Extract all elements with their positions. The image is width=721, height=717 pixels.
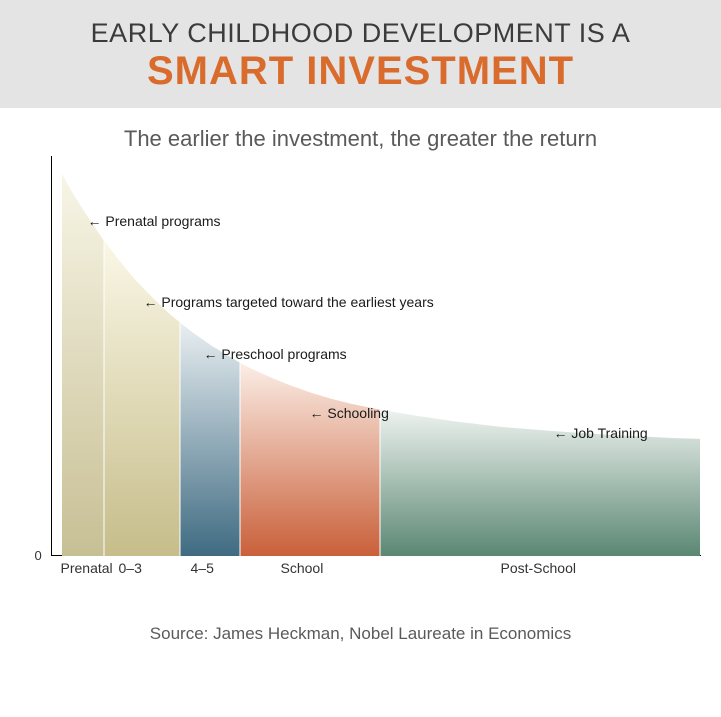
title-line2: SMART INVESTMENT <box>0 49 721 94</box>
annotation-schooling: ← Schooling <box>310 405 389 421</box>
subtitle: The earlier the investment, the greater … <box>0 108 721 156</box>
x-tick-label: School <box>281 560 324 576</box>
page: EARLY CHILDHOOD DEVELOPMENT IS A SMART I… <box>0 0 721 717</box>
segment-prenatal <box>62 174 104 556</box>
x-tick-label: Post-School <box>501 560 576 576</box>
annotation-preschool: ← Preschool programs <box>204 346 347 362</box>
annotation-earliest: ← Programs targeted toward the earliest … <box>144 294 434 310</box>
chart: Rate of Return to Investment in Human Ca… <box>11 156 711 596</box>
segment-post-school <box>380 410 700 556</box>
x-tick-label: 0–3 <box>119 560 142 576</box>
x-tick-label: Prenatal <box>61 560 113 576</box>
header: EARLY CHILDHOOD DEVELOPMENT IS A SMART I… <box>0 0 721 108</box>
x-tick-label: 4–5 <box>191 560 214 576</box>
annotation-prenatal: ← Prenatal programs <box>88 213 221 229</box>
x-axis-ticks: Prenatal 0–3 4–5 School Post-School <box>51 560 701 580</box>
title-line1: EARLY CHILDHOOD DEVELOPMENT IS A <box>0 18 721 49</box>
y-axis-zero: 0 <box>35 548 42 563</box>
source-text: Source: James Heckman, Nobel Laureate in… <box>0 596 721 644</box>
segment-school <box>240 363 380 556</box>
annotation-job: ← Job Training <box>554 425 648 441</box>
segment-zero-three <box>104 241 180 556</box>
plot-area: ← Prenatal programs ← Programs targeted t… <box>51 156 701 556</box>
